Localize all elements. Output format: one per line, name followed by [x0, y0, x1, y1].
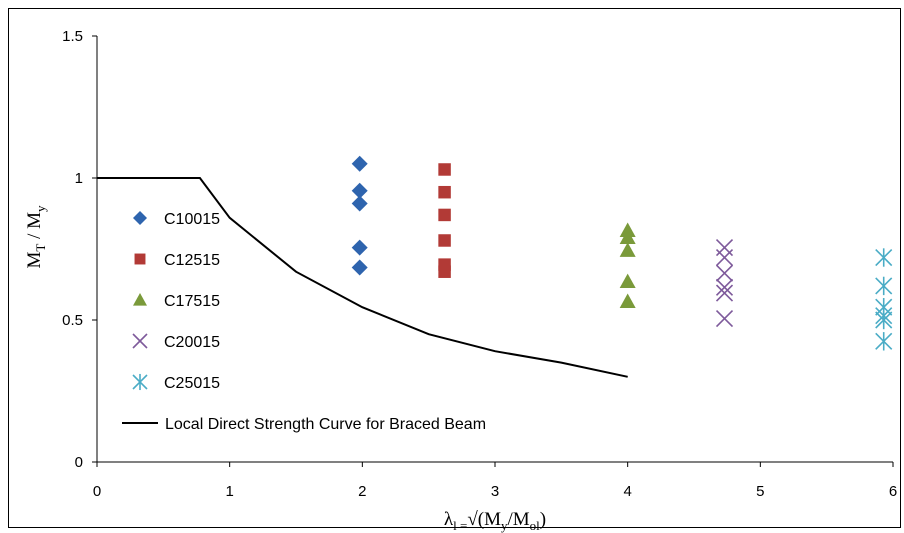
data-point-c12515: [438, 234, 451, 247]
legend-item: C20015: [132, 333, 220, 351]
axis-title-text: M: [24, 252, 45, 269]
legend-label: C20015: [164, 334, 220, 351]
data-point-c17515: [619, 229, 636, 245]
axis-title-text: λ: [444, 509, 454, 530]
data-points: [351, 155, 893, 351]
data-point-c17515: [619, 273, 636, 289]
y-axis-title: MT / My: [24, 205, 48, 269]
curve-layer: [97, 177, 628, 378]
x-tick-label: 0: [93, 483, 101, 500]
data-point-c25015: [875, 310, 893, 330]
strength-curve-line: [97, 177, 628, 378]
data-point-c10015: [351, 239, 368, 256]
data-point-c17515: [619, 293, 636, 308]
x-tick-label: 6: [889, 483, 897, 500]
legend-marker: [134, 253, 146, 265]
axis-title-text: /M: [507, 509, 529, 530]
axis-title-subscript: y: [33, 205, 48, 212]
y-tick-labels: 0 0.5 1 1.5: [62, 28, 83, 471]
y-tick-label: 0: [75, 454, 83, 471]
axis-title-text: √(M: [467, 509, 501, 530]
legend-marker: [132, 333, 148, 349]
legend-marker: [133, 293, 147, 306]
legend-label: C25015: [164, 375, 220, 392]
legend-marker: [133, 211, 147, 225]
data-point-c10015: [351, 182, 368, 199]
legend-item: C25015: [132, 373, 220, 392]
data-point-c25015: [875, 248, 893, 267]
legend-label: C10015: [164, 211, 220, 228]
axes: [92, 35, 894, 467]
legend-label: C17515: [164, 293, 220, 310]
data-point-c20015: [715, 278, 734, 296]
data-point-c12515: [438, 185, 451, 199]
data-point-c20015: [715, 310, 734, 328]
chart-frame: [8, 8, 901, 528]
axis-title-subscript: l =: [453, 518, 467, 533]
data-point-c17515: [619, 242, 636, 257]
legend-label: Local Direct Strength Curve for Braced B…: [165, 416, 486, 433]
legend-label: C12515: [164, 252, 220, 269]
y-tick-label: 1: [75, 170, 83, 187]
data-point-c20015: [715, 248, 734, 267]
axis-title-text: ): [540, 509, 546, 530]
x-axis-title: λl =√(My/Mol): [444, 509, 546, 533]
axis-title-subscript: T: [33, 244, 48, 252]
data-point-c12515: [438, 163, 451, 176]
data-point-c25015: [875, 276, 893, 296]
legend-item: Local Direct Strength Curve for Braced B…: [122, 416, 486, 433]
axis-title-text: / M: [24, 212, 45, 244]
data-point-c25015: [875, 332, 893, 351]
data-point-c12515: [438, 265, 451, 278]
x-tick-label: 3: [491, 483, 499, 500]
y-tick-label: 0.5: [62, 312, 83, 329]
data-point-c10015: [351, 259, 368, 276]
x-tick-label: 5: [756, 483, 764, 500]
x-tick-label: 2: [358, 483, 366, 500]
legend-item: C17515: [133, 293, 220, 310]
axis-title-subscript: ol: [530, 518, 541, 533]
data-point-c10015: [351, 195, 368, 212]
data-point-c20015: [715, 264, 734, 282]
data-point-c10015: [351, 155, 368, 172]
legend-item: C12515: [134, 252, 220, 269]
legend: C10015 C12515 C17515 C20015 C25015 Local Dire…: [122, 211, 486, 433]
legend-marker: [132, 373, 148, 391]
legend-item: C10015: [133, 211, 220, 228]
data-point-c20015: [715, 284, 734, 302]
axis-title-subscript: y: [501, 518, 508, 533]
y-tick-label: 1.5: [62, 28, 83, 45]
data-point-c12515: [438, 208, 451, 222]
x-tick-label: 4: [623, 483, 631, 500]
x-tick-label: 1: [225, 483, 233, 500]
data-point-c20015: [715, 239, 734, 257]
x-tick-labels: 0 1 2 3 4 5 6: [93, 483, 897, 500]
